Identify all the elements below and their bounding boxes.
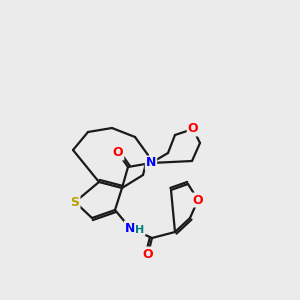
Text: O: O (188, 122, 198, 136)
Text: N: N (146, 157, 156, 169)
Text: S: S (70, 196, 80, 208)
Text: O: O (113, 146, 123, 160)
Text: H: H (135, 225, 145, 235)
Text: N: N (125, 221, 135, 235)
Text: O: O (193, 194, 203, 206)
Text: O: O (143, 248, 153, 260)
